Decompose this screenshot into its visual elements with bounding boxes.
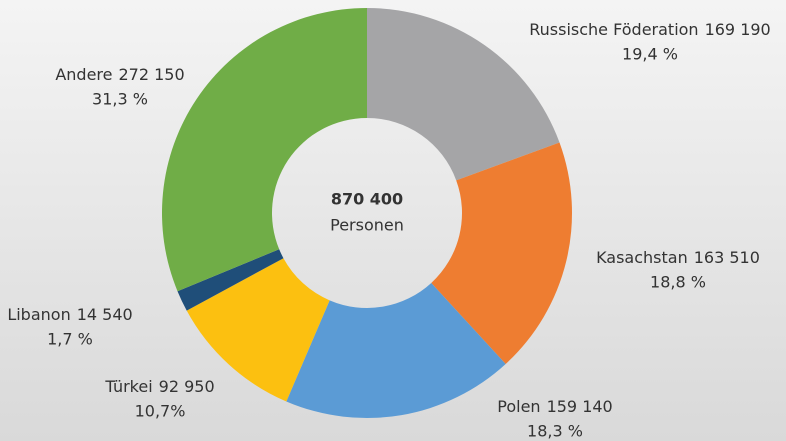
category-name: Russische Föderation	[529, 20, 698, 39]
category-name: Andere	[55, 65, 112, 84]
percentage-label: 1,7 %	[47, 330, 93, 349]
slice-label: Andere 272 150	[55, 65, 184, 84]
value-label: 14 540	[77, 305, 133, 324]
category-name: Kasachstan	[596, 248, 688, 267]
category-name: Türkei	[104, 377, 152, 396]
donut-slice	[177, 249, 284, 311]
slice-label: Kasachstan 163 510	[596, 248, 760, 267]
value-label: 92 950	[159, 377, 215, 396]
percentage-label: 10,7%	[135, 402, 186, 421]
value-label: 272 150	[118, 65, 184, 84]
category-name: Polen	[497, 397, 540, 416]
donut-slice	[186, 258, 330, 402]
donut-slice	[286, 282, 506, 418]
donut-slice	[161, 8, 367, 292]
slice-label: Russische Föderation 169 190	[529, 20, 770, 39]
percentage-label: 18,8 %	[650, 273, 706, 292]
category-name: Libanon	[7, 305, 70, 324]
percentage-label: 31,3 %	[92, 90, 148, 109]
percentage-label: 19,4 %	[622, 45, 678, 64]
value-label: 159 140	[547, 397, 613, 416]
value-label: 169 190	[705, 20, 771, 39]
slice-label: Polen 159 140	[497, 397, 612, 416]
slice-label: Libanon 14 540	[7, 305, 132, 324]
percentage-label: 18,3 %	[527, 422, 583, 441]
donut-slice	[367, 8, 560, 181]
donut-slice	[431, 142, 572, 364]
slice-label: Türkei 92 950	[104, 377, 214, 396]
center-label: 870 400	[331, 190, 403, 209]
center-sublabel: Personen	[330, 216, 404, 235]
value-label: 163 510	[694, 248, 760, 267]
